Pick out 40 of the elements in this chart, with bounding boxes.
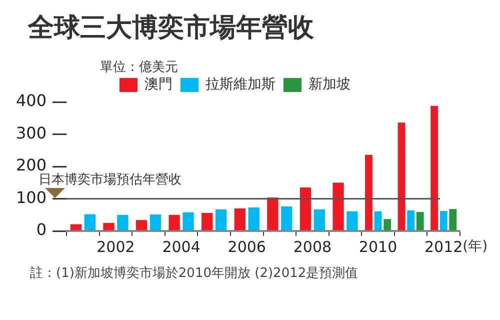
bar	[416, 212, 424, 230]
bar	[300, 187, 312, 230]
bar	[215, 209, 227, 230]
bar	[346, 211, 358, 230]
bar	[182, 212, 194, 230]
bar	[234, 208, 246, 230]
bar	[168, 214, 180, 230]
bar	[150, 214, 162, 230]
chart-title: 全球三大博奕市場年營收	[28, 12, 314, 45]
bar	[84, 214, 96, 230]
x-tick-label: 2010	[358, 238, 398, 256]
y-tick-label: 300	[16, 123, 47, 142]
bar	[281, 206, 292, 230]
y-tick-label: 200	[16, 156, 47, 175]
x-tick-label: 2012	[424, 238, 463, 256]
text: 註：(1)新加坡博奕市場於2010年開放 (2)2012是預測值	[30, 265, 358, 282]
x-axis-title: (年)	[462, 238, 488, 255]
x-tick-label: 2002	[96, 238, 135, 256]
ref-line-label: 日本博奕市場預估年營收	[38, 172, 182, 188]
x-tick-label: 2006	[228, 238, 266, 256]
bar	[384, 219, 392, 230]
y-tick-label: 100	[16, 188, 47, 207]
bar	[117, 214, 128, 230]
bar	[70, 224, 82, 230]
bar	[332, 182, 344, 230]
bar	[103, 222, 114, 230]
y-tick-label: 400	[16, 91, 47, 110]
bar	[267, 197, 278, 230]
bar	[314, 209, 325, 230]
y-tick-label: 0	[36, 220, 47, 240]
bar	[202, 212, 213, 230]
bar	[248, 207, 260, 230]
x-tick-label: 2004	[162, 238, 200, 256]
legend-label: 拉斯維加斯	[206, 76, 276, 93]
bar	[449, 209, 457, 230]
bar	[136, 220, 148, 230]
x-tick-label: 2008	[293, 238, 332, 256]
legend-label: 新加坡	[308, 76, 350, 93]
chart-subtitle: 單位：億美元	[100, 59, 178, 76]
legend-label: 澳門	[144, 76, 172, 93]
